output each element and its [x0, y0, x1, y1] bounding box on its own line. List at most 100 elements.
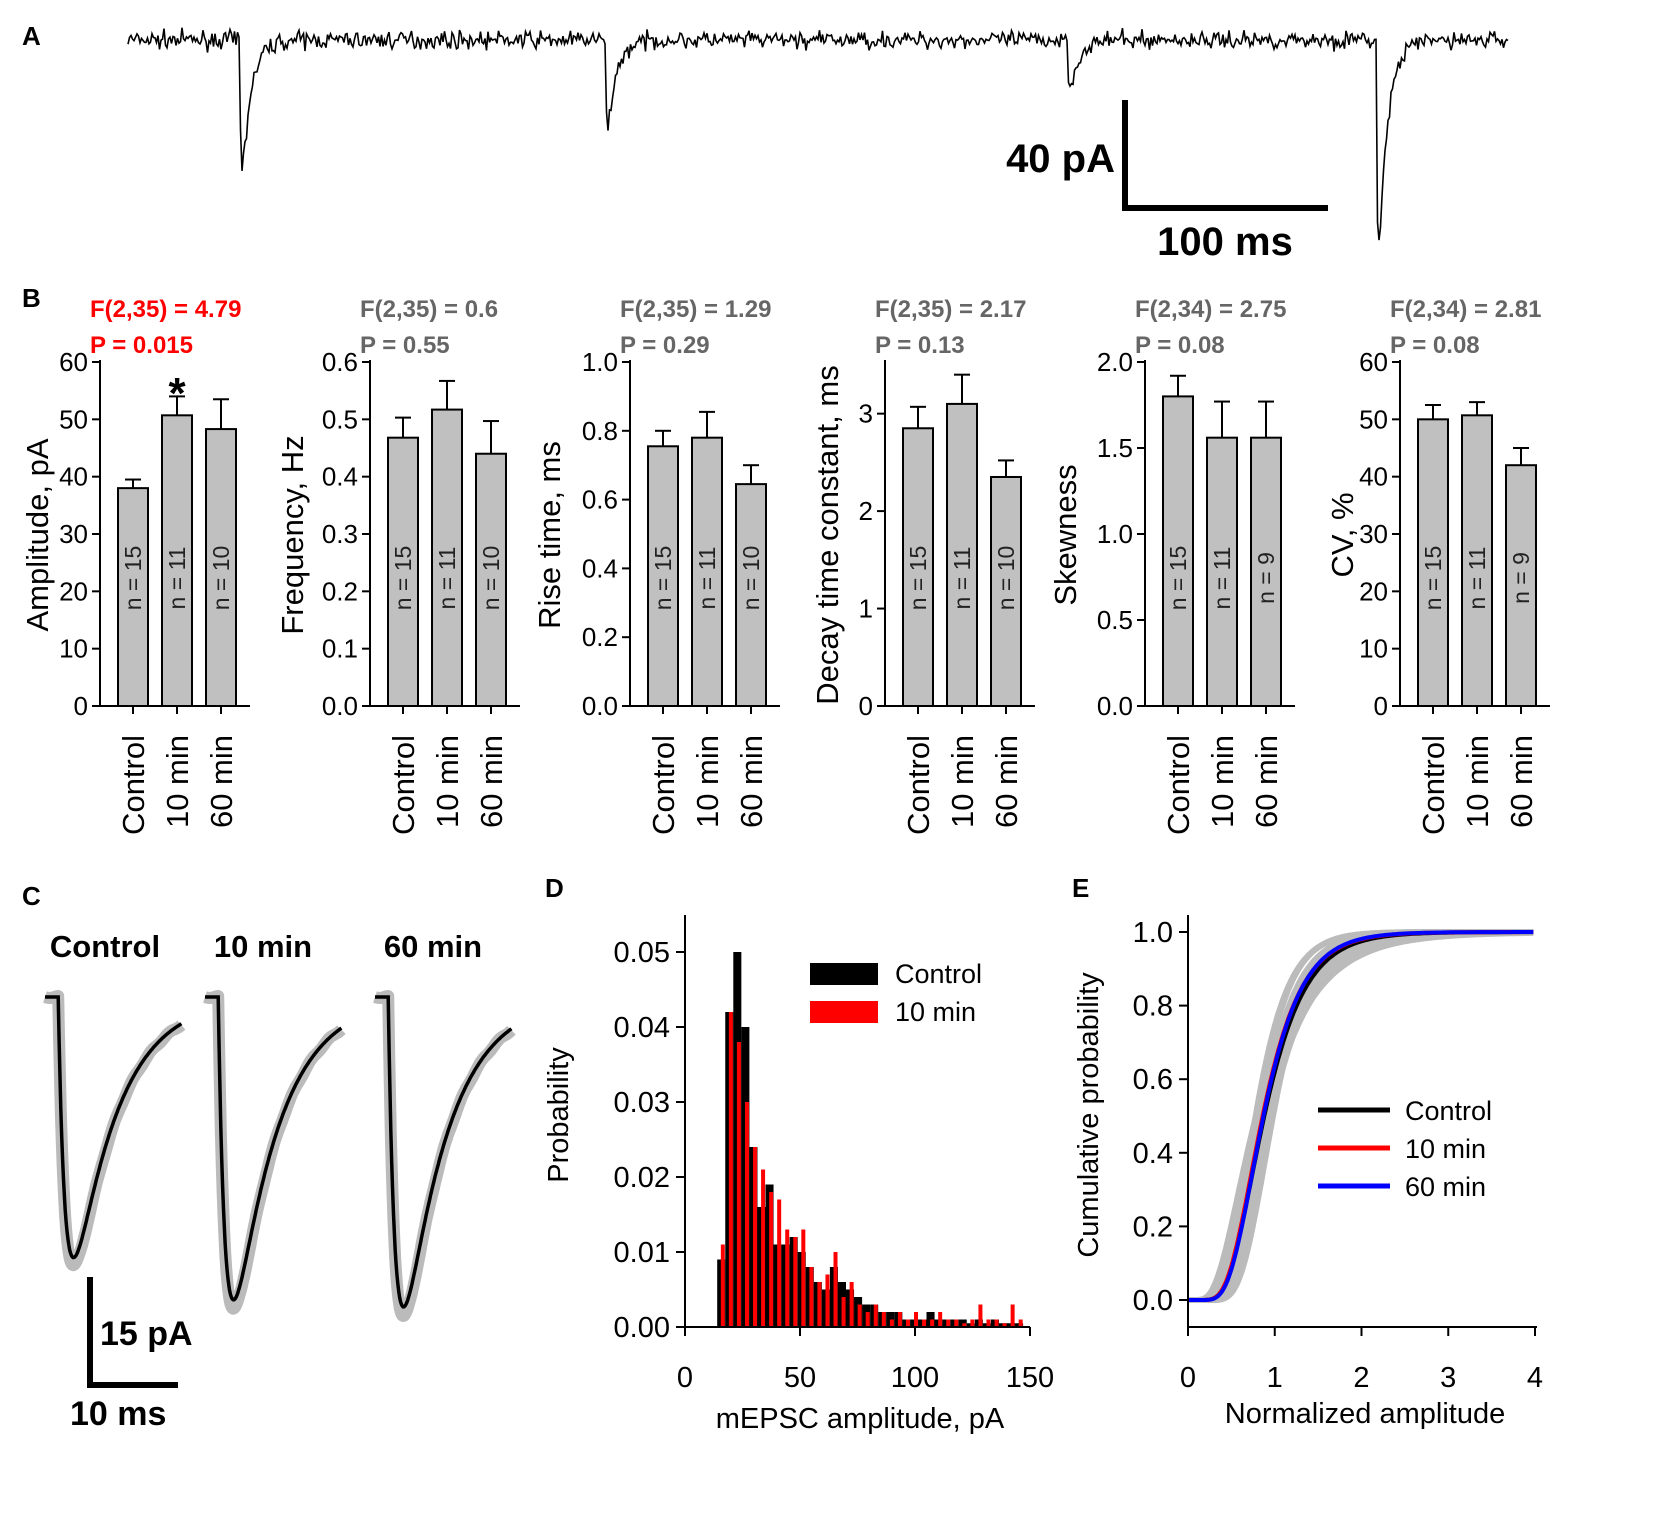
x-tick-label: 50 — [784, 1362, 816, 1394]
10min-bar — [889, 1319, 894, 1327]
stat-p-text: P = 0.08 — [1135, 332, 1225, 359]
10min-bar — [905, 1319, 910, 1327]
y-axis-label: CV, % — [1325, 492, 1360, 577]
10min-bar — [897, 1312, 902, 1327]
y-tick-label: 2 — [859, 496, 873, 526]
y-tick-label: 0.2 — [322, 576, 358, 606]
x-tick-label: 1 — [1267, 1362, 1283, 1394]
y-tick-label: 1.0 — [582, 347, 618, 377]
bar-chart-6: F(2,34) = 2.81 P = 0.08 0 10 20 30 40 50 60 CV, %… — [1325, 296, 1550, 835]
stat-p-text: P = 0.08 — [1390, 332, 1480, 359]
x-axis-label: mEPSC amplitude, pA — [716, 1403, 1005, 1435]
10min-bar — [857, 1304, 862, 1327]
10min-bar — [761, 1169, 766, 1327]
n-label: n = 11 — [949, 547, 975, 610]
10min-bar — [865, 1312, 870, 1327]
stat-f-text: F(2,35) = 4.79 — [90, 296, 241, 323]
10min-bar — [720, 1244, 725, 1327]
y-tick-label: 0.02 — [614, 1162, 670, 1194]
10min-bar — [841, 1297, 846, 1327]
stat-f-text: F(2,35) = 2.17 — [875, 296, 1026, 323]
y-tick-label: 0.3 — [322, 519, 358, 549]
x-tick-label: 2 — [1353, 1362, 1369, 1394]
legend-label: 10 min — [895, 997, 976, 1027]
stat-p-text: P = 0.13 — [875, 332, 965, 359]
y-tick-label: 0.6 — [582, 485, 618, 515]
10min-bar — [970, 1319, 975, 1327]
bar-2 — [205, 428, 237, 707]
x-tick-label: 10 min — [945, 735, 980, 828]
x-tick-label: 150 — [1006, 1362, 1054, 1394]
10min-bar — [753, 1147, 758, 1327]
y-tick-label: 1.0 — [1133, 917, 1173, 949]
x-tick-label: Control — [646, 735, 681, 835]
y-tick-label: 0 — [74, 691, 88, 721]
panel-label-d: D — [545, 873, 564, 903]
10min-bar — [962, 1323, 967, 1327]
n-label: n = 10 — [738, 546, 764, 611]
legend-swatch — [810, 963, 878, 985]
y-tick-label: 1.0 — [1097, 519, 1133, 549]
legend-swatch — [810, 1001, 878, 1023]
waveform-label: 60 min — [384, 929, 482, 964]
stat-f-text: F(2,34) = 2.75 — [1135, 296, 1286, 323]
stat-f-text: F(2,34) = 2.81 — [1390, 296, 1541, 323]
bar-2 — [1505, 464, 1537, 708]
n-label: n = 11 — [164, 547, 190, 610]
scale-bar-x-label: 100 ms — [1157, 220, 1293, 264]
y-axis-label: Amplitude, pA — [20, 438, 55, 631]
10min-bar — [914, 1312, 919, 1327]
trace-line — [127, 26, 1509, 241]
cdf-line-2 — [1188, 930, 1534, 1302]
y-tick-label: 0.8 — [1133, 991, 1173, 1023]
y-tick-label: 60 — [1359, 347, 1388, 377]
mean-trace — [205, 995, 343, 1302]
y-tick-label: 60 — [59, 347, 88, 377]
x-tick-label: Control — [901, 735, 936, 835]
y-tick-label: 0.0 — [1097, 691, 1133, 721]
panel-label-a: A — [22, 21, 41, 51]
10min-bar — [986, 1319, 991, 1327]
10min-bar — [769, 1192, 774, 1327]
n-label: n = 15 — [120, 546, 146, 611]
n-label: n = 11 — [1464, 547, 1490, 610]
y-tick-label: 30 — [59, 519, 88, 549]
y-axis-label: Skewness — [1048, 464, 1083, 605]
x-tick-label: 10 min — [1460, 735, 1495, 828]
stat-f-text: F(2,35) = 0.6 — [360, 296, 498, 323]
y-tick-label: 0.04 — [614, 1012, 670, 1044]
y-axis-label: Rise time, ms — [532, 441, 567, 629]
10min-bar — [736, 1042, 741, 1327]
x-tick-label: Control — [1416, 735, 1451, 835]
10min-bar — [930, 1319, 935, 1327]
10min-bar — [728, 1012, 733, 1327]
legend-label: Control — [1405, 1096, 1492, 1126]
waveform-label: 10 min — [214, 929, 312, 964]
x-tick-label: 60 min — [204, 735, 239, 828]
stat-p-text: P = 0.29 — [620, 332, 710, 359]
10min-bar — [1018, 1319, 1023, 1327]
y-tick-label: 0.01 — [614, 1237, 670, 1269]
x-tick-label: 10 min — [690, 735, 725, 828]
y-tick-label: 50 — [1359, 404, 1388, 434]
bar-1 — [161, 414, 193, 707]
x-tick-label: 60 min — [989, 735, 1024, 828]
y-tick-label: 0 — [859, 691, 873, 721]
y-tick-label: 0.4 — [322, 462, 358, 492]
bar-chart-2: F(2,35) = 0.6 P = 0.55 0.0 0.1 0.2 0.3 0.4 0.5 0… — [275, 296, 520, 835]
x-tick-label: 10 min — [1205, 735, 1240, 828]
10min-bar — [744, 1102, 749, 1327]
waveform-label: Control — [50, 929, 160, 964]
panel-c-waveforms: Control 10 min 60 min 15 pA 10 ms — [39, 929, 517, 1433]
n-label: n = 11 — [694, 547, 720, 610]
10min-bar — [801, 1229, 806, 1327]
y-tick-label: 0.6 — [1133, 1064, 1173, 1096]
bar-0 — [387, 436, 419, 707]
y-tick-label: 0.2 — [582, 622, 618, 652]
n-label: n = 15 — [650, 546, 676, 611]
legend-label: 60 min — [1405, 1172, 1486, 1202]
bar-0 — [1417, 418, 1449, 707]
x-tick-label: 100 — [891, 1362, 939, 1394]
stat-p-text: P = 0.015 — [90, 332, 193, 359]
x-axis-label: Normalized amplitude — [1225, 1398, 1505, 1430]
